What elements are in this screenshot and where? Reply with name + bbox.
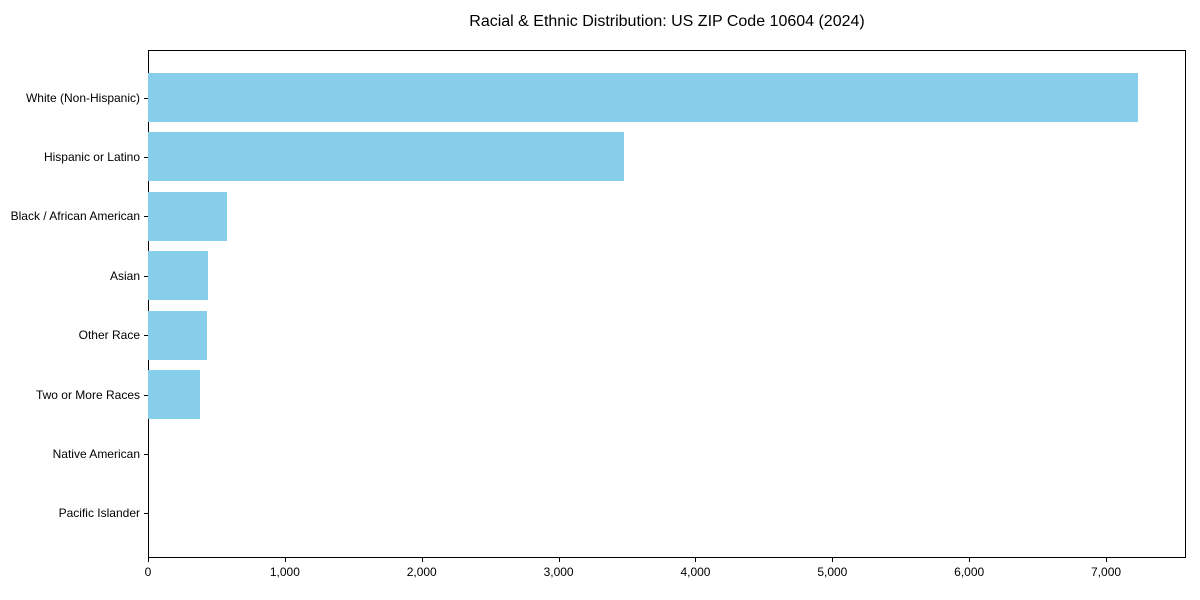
x-tick-label-1000: 1,000 xyxy=(269,565,300,579)
y-tick-white-non-hispanic xyxy=(144,97,148,99)
y-tick-label-asian: Asian xyxy=(109,268,140,283)
bar-hispanic-or-latino xyxy=(148,132,625,182)
y-tick-label-black-african-american: Black / African American xyxy=(10,209,140,224)
y-tick-asian xyxy=(144,275,148,277)
x-tick-label-4000: 4,000 xyxy=(680,565,711,579)
y-tick-label-native-american: Native American xyxy=(52,446,140,461)
x-tick-5000 xyxy=(832,558,834,562)
y-tick-black-african-american xyxy=(144,216,148,218)
y-tick-other-race xyxy=(144,335,148,337)
x-tick-1000 xyxy=(284,558,286,562)
bar-other-race xyxy=(148,310,207,360)
y-tick-native-american xyxy=(144,453,148,455)
x-tick-label-6000: 6,000 xyxy=(954,565,985,579)
x-tick-2000 xyxy=(421,558,423,562)
bar-two-or-more-races xyxy=(148,370,200,419)
bars-layer xyxy=(148,50,1186,558)
x-tick-6000 xyxy=(969,558,971,562)
x-tick-label-7000: 7,000 xyxy=(1091,565,1122,579)
y-tick-two-or-more-races xyxy=(144,394,148,396)
x-tick-0 xyxy=(148,558,149,562)
y-tick-hispanic-or-latino xyxy=(144,156,148,158)
x-tick-4000 xyxy=(695,558,697,562)
y-tick-label-two-or-more-races: Two or More Races xyxy=(35,387,140,402)
bar-asian xyxy=(148,251,209,301)
x-tick-label-5000: 5,000 xyxy=(817,565,848,579)
x-tick-3000 xyxy=(558,558,560,562)
x-tick-label-0: 0 xyxy=(144,565,152,579)
chart-title: Racial & Ethnic Distribution: US ZIP Cod… xyxy=(469,13,865,30)
y-tick-label-other-race: Other Race xyxy=(78,328,140,343)
y-tick-label-white-non-hispanic: White (Non-Hispanic) xyxy=(25,90,140,105)
x-tick-label-3000: 3,000 xyxy=(543,565,574,579)
x-tick-label-2000: 2,000 xyxy=(406,565,437,579)
bar-white-non-hispanic xyxy=(148,73,1138,122)
x-tick-7000 xyxy=(1106,558,1108,562)
bar-black-african-american xyxy=(148,191,228,241)
y-tick-label-pacific-islander: Pacific Islander xyxy=(58,506,140,521)
y-tick-label-hispanic-or-latino: Hispanic or Latino xyxy=(43,149,140,164)
y-tick-pacific-islander xyxy=(144,513,148,515)
